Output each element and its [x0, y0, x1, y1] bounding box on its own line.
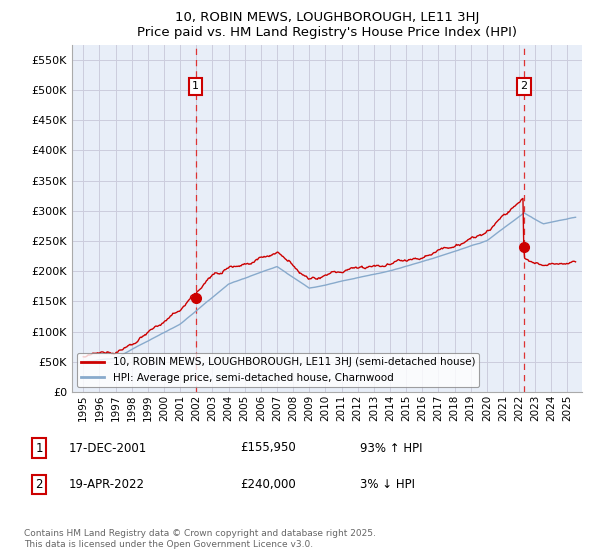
Legend: 10, ROBIN MEWS, LOUGHBOROUGH, LE11 3HJ (semi-detached house), HPI: Average price: 10, ROBIN MEWS, LOUGHBOROUGH, LE11 3HJ (…: [77, 353, 479, 387]
Text: Contains HM Land Registry data © Crown copyright and database right 2025.
This d: Contains HM Land Registry data © Crown c…: [24, 529, 376, 549]
Text: 19-APR-2022: 19-APR-2022: [69, 478, 145, 491]
Text: 3% ↓ HPI: 3% ↓ HPI: [360, 478, 415, 491]
Text: 93% ↑ HPI: 93% ↑ HPI: [360, 441, 422, 455]
Text: £155,950: £155,950: [240, 441, 296, 455]
Text: 2: 2: [35, 478, 43, 491]
Text: 1: 1: [35, 441, 43, 455]
Text: 1: 1: [192, 81, 199, 91]
Text: 17-DEC-2001: 17-DEC-2001: [69, 441, 147, 455]
Text: £240,000: £240,000: [240, 478, 296, 491]
Text: 2: 2: [520, 81, 527, 91]
Title: 10, ROBIN MEWS, LOUGHBOROUGH, LE11 3HJ
Price paid vs. HM Land Registry's House P: 10, ROBIN MEWS, LOUGHBOROUGH, LE11 3HJ P…: [137, 11, 517, 39]
